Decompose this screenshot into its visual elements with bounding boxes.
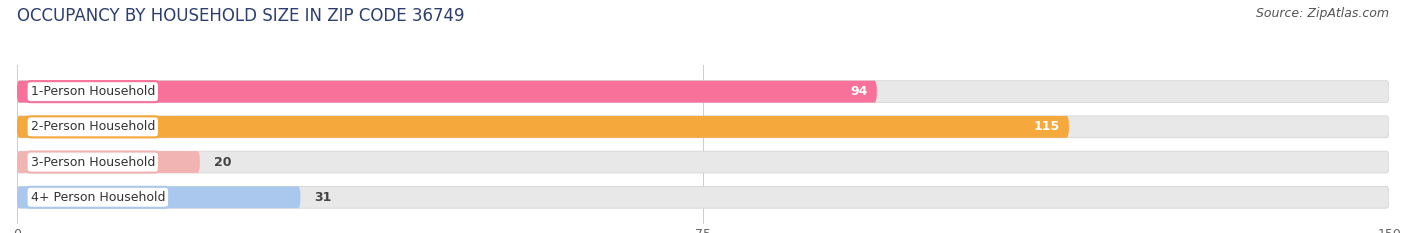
Text: Source: ZipAtlas.com: Source: ZipAtlas.com [1256, 7, 1389, 20]
FancyBboxPatch shape [17, 81, 877, 103]
FancyBboxPatch shape [17, 81, 1389, 103]
Text: 3-Person Household: 3-Person Household [31, 156, 155, 168]
Text: 20: 20 [214, 156, 231, 168]
Text: 1-Person Household: 1-Person Household [31, 85, 155, 98]
Text: 4+ Person Household: 4+ Person Household [31, 191, 165, 204]
FancyBboxPatch shape [17, 186, 301, 208]
Text: 94: 94 [851, 85, 868, 98]
FancyBboxPatch shape [17, 116, 1389, 138]
FancyBboxPatch shape [17, 116, 1069, 138]
Text: OCCUPANCY BY HOUSEHOLD SIZE IN ZIP CODE 36749: OCCUPANCY BY HOUSEHOLD SIZE IN ZIP CODE … [17, 7, 464, 25]
Text: 2-Person Household: 2-Person Household [31, 120, 155, 133]
Text: 115: 115 [1033, 120, 1060, 133]
FancyBboxPatch shape [17, 151, 1389, 173]
FancyBboxPatch shape [17, 186, 1389, 208]
FancyBboxPatch shape [17, 151, 200, 173]
Text: 31: 31 [314, 191, 332, 204]
